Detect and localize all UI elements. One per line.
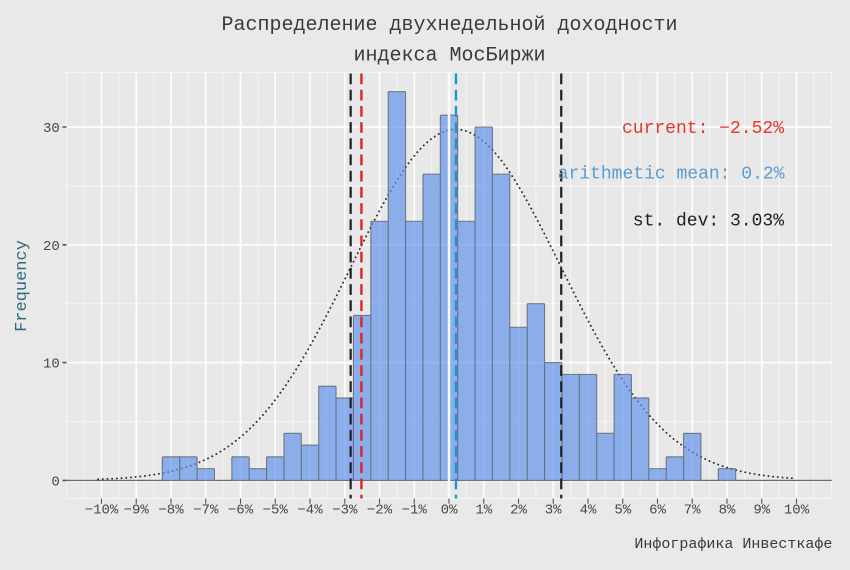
svg-text:Frequency: Frequency bbox=[13, 240, 32, 332]
svg-text:−6%: −6% bbox=[228, 503, 254, 519]
svg-text:20: 20 bbox=[43, 239, 60, 255]
svg-text:0: 0 bbox=[51, 474, 59, 490]
svg-text:10%: 10% bbox=[784, 503, 810, 519]
svg-text:10: 10 bbox=[43, 357, 60, 373]
svg-text:7%: 7% bbox=[684, 503, 701, 519]
svg-text:−7%: −7% bbox=[193, 503, 219, 519]
svg-text:5%: 5% bbox=[614, 503, 631, 519]
svg-text:6%: 6% bbox=[649, 503, 666, 519]
svg-text:−10%: −10% bbox=[85, 503, 119, 519]
svg-text:−4%: −4% bbox=[297, 503, 323, 519]
svg-text:9%: 9% bbox=[753, 503, 770, 519]
svg-text:индекса МосБиржи: индекса МосБиржи bbox=[353, 45, 545, 68]
svg-text:−3%: −3% bbox=[332, 503, 358, 519]
svg-text:Инфографика Инвесткафе: Инфографика Инвесткафе bbox=[634, 536, 832, 553]
svg-text:4%: 4% bbox=[580, 503, 597, 519]
svg-text:3%: 3% bbox=[545, 503, 562, 519]
svg-text:current: −2.52%: current: −2.52% bbox=[622, 119, 784, 139]
svg-text:30: 30 bbox=[43, 121, 60, 137]
svg-text:arithmetic mean: 0.2%: arithmetic mean: 0.2% bbox=[558, 164, 785, 184]
svg-text:−2%: −2% bbox=[367, 503, 393, 519]
svg-text:1%: 1% bbox=[475, 503, 492, 519]
svg-text:0%: 0% bbox=[441, 503, 458, 519]
svg-text:2%: 2% bbox=[510, 503, 527, 519]
svg-text:st. dev: 3.03%: st. dev: 3.03% bbox=[633, 211, 784, 231]
svg-text:−9%: −9% bbox=[124, 503, 150, 519]
svg-text:8%: 8% bbox=[719, 503, 736, 519]
svg-text:−5%: −5% bbox=[263, 503, 289, 519]
svg-text:Распределение двухнедельной до: Распределение двухнедельной доходности bbox=[221, 14, 677, 37]
svg-text:−1%: −1% bbox=[402, 503, 428, 519]
svg-text:−8%: −8% bbox=[158, 503, 184, 519]
